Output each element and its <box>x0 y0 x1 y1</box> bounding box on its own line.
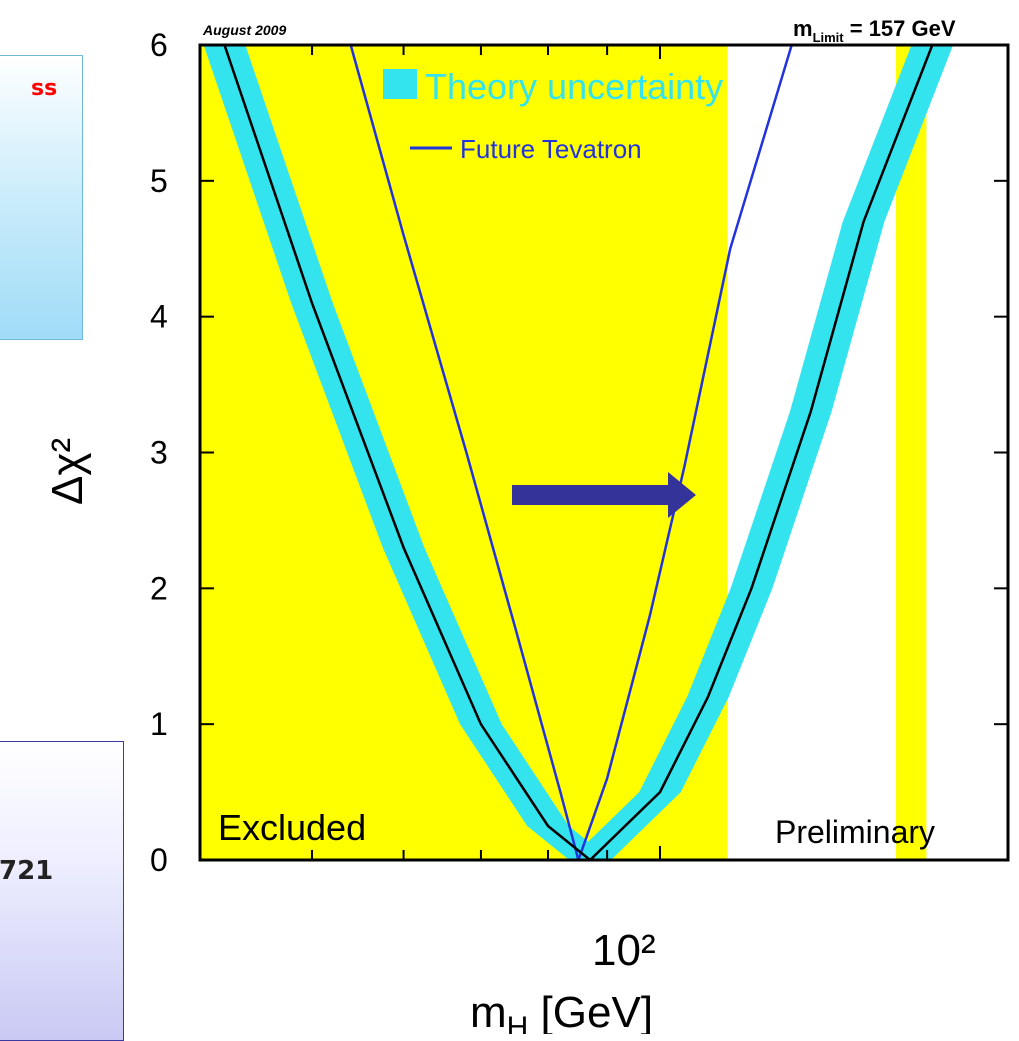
x-axis-label: mH [GeV] <box>470 988 653 1034</box>
x-major-tick-label: 10² <box>592 926 656 975</box>
legend-future-label: Future Tevatron <box>460 134 642 164</box>
side-panel-top-text: ss <box>31 76 58 101</box>
y-tick-label-6: 6 <box>150 27 168 63</box>
y-tick-labels: 0 1 2 3 4 5 6 <box>150 27 168 878</box>
future-tevatron-curve <box>349 45 793 860</box>
y-tick-label-1: 1 <box>150 706 168 742</box>
excluded-label: Excluded <box>218 807 366 848</box>
legend-theory-label: Theory uncertainty <box>425 66 723 107</box>
y-tick-label-0: 0 <box>150 842 168 878</box>
curves <box>223 45 934 860</box>
top-left-note: August 2009 <box>202 22 286 38</box>
top-right-note: mLimit = 157 GeV <box>793 16 956 45</box>
central-fit-curve <box>223 45 934 860</box>
y-axis-label: Δχ² <box>43 438 92 505</box>
axis-ticks <box>200 44 1009 861</box>
legend-band-swatch <box>383 69 417 99</box>
side-panel-bottom-text: 721 <box>0 856 54 886</box>
preliminary-label: Preliminary <box>775 814 935 850</box>
y-tick-label-5: 5 <box>150 163 168 199</box>
theory-uncertainty-band <box>203 45 954 860</box>
side-panel-bottom: 721 <box>0 741 124 1041</box>
side-panel-top: ss <box>0 55 83 340</box>
theory-band-shape <box>203 45 954 860</box>
y-tick-label-3: 3 <box>150 435 168 471</box>
excluded-region-1 <box>895 45 927 860</box>
y-tick-label-2: 2 <box>150 570 168 606</box>
y-tick-label-4: 4 <box>150 299 168 335</box>
highlight-arrow <box>512 472 696 518</box>
